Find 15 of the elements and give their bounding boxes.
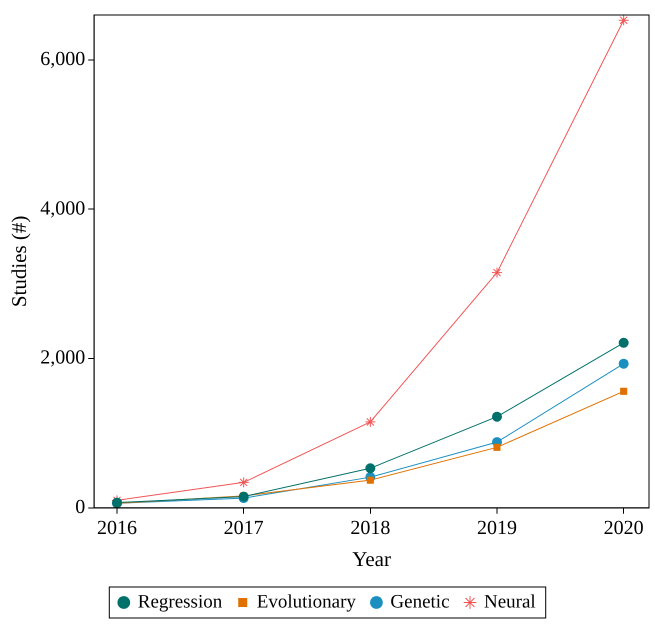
legend-label: Evolutionary bbox=[256, 591, 356, 612]
x-axis-title: Year bbox=[352, 546, 391, 571]
x-tick-label: 2020 bbox=[604, 517, 644, 540]
legend-label: Regression bbox=[138, 591, 223, 612]
x-tick-label: 2016 bbox=[97, 517, 137, 540]
x-tick-label: 2017 bbox=[224, 517, 264, 540]
y-tick-label: 0 bbox=[75, 496, 86, 518]
legend-label: Neural bbox=[484, 591, 536, 612]
y-tick-label: 4,000 bbox=[40, 197, 86, 220]
y-tick-label: 2,000 bbox=[40, 346, 86, 369]
y-tick-label: 6,000 bbox=[40, 48, 86, 70]
x-tick-label: 2019 bbox=[477, 517, 517, 540]
x-tick-label: 2018 bbox=[350, 517, 390, 540]
y-axis-title: Studies (#) bbox=[7, 216, 32, 308]
legend-label: Genetic bbox=[390, 591, 450, 612]
